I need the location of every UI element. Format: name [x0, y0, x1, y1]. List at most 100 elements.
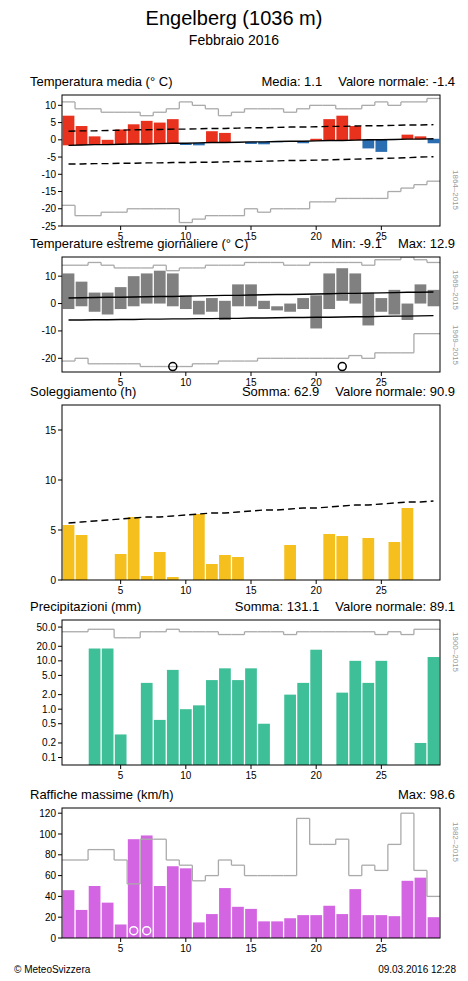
bar [389, 916, 401, 938]
bar [154, 552, 166, 580]
step-riser [127, 860, 128, 884]
y-tick-label: 5 [50, 525, 56, 536]
bar [193, 514, 205, 580]
range-bar [115, 287, 127, 309]
y-tick [58, 742, 62, 743]
step-line [310, 631, 323, 632]
y-tick [58, 896, 62, 897]
x-tick-label: 10 [180, 377, 192, 388]
panel-stat: Max: 98.6 [398, 787, 455, 802]
step-riser [166, 839, 167, 860]
x-tick [251, 372, 252, 376]
step-line [75, 215, 88, 216]
y-tick-label: -15 [42, 186, 57, 197]
y-tick-label: 0 [50, 134, 56, 145]
step-line [401, 813, 414, 814]
bar [336, 693, 348, 765]
step-line [336, 198, 349, 199]
y-tick-label: 0 [50, 575, 56, 586]
plot-frame [62, 95, 440, 226]
x-tick [251, 226, 252, 230]
step-riser [374, 865, 375, 870]
panel-stat: Valore normale: 90.9 [335, 384, 455, 399]
step-riser [179, 102, 180, 109]
step-riser [74, 205, 75, 215]
step-riser [413, 813, 414, 870]
panel-stat: Somma: 131.1 [235, 599, 320, 614]
marker [143, 927, 151, 935]
step-line [336, 358, 349, 359]
step-line [88, 262, 101, 263]
x-tick [120, 938, 121, 942]
step-line [310, 358, 323, 359]
step-line [427, 98, 440, 99]
x-tick [381, 938, 382, 942]
step-line [218, 360, 231, 361]
line [69, 125, 434, 132]
line [69, 316, 434, 320]
step-riser [87, 850, 88, 860]
y-tick-label: 0 [50, 298, 56, 309]
step-line [88, 108, 101, 109]
bar [141, 121, 153, 144]
step-line [258, 212, 271, 213]
step-line [153, 631, 166, 632]
x-tick [120, 226, 121, 230]
footer-left: © MeteoSvizzera [14, 964, 91, 975]
figure: Engelberg (1036 m)Febbraio 2016© MeteoSv… [0, 0, 468, 981]
x-tick-label: 10 [180, 585, 192, 596]
panel-stat: Min: -9.1 [331, 236, 382, 251]
step-line [166, 629, 179, 630]
step-line [284, 112, 297, 113]
bar [284, 918, 296, 938]
bar [310, 650, 322, 765]
bar [284, 695, 296, 765]
step-line [140, 366, 153, 367]
bar [232, 680, 244, 765]
step-line [179, 366, 192, 367]
step-line [297, 265, 310, 266]
step-line [166, 108, 179, 109]
step-line [323, 844, 336, 845]
bar [245, 909, 257, 938]
bar [271, 921, 283, 938]
step-line [244, 108, 257, 109]
step-line [218, 265, 231, 266]
y-tick-label: 5 [50, 117, 56, 128]
line [69, 139, 434, 146]
y-tick [58, 157, 62, 158]
range-bar [167, 273, 179, 306]
step-line [271, 358, 284, 359]
step-line [244, 875, 257, 876]
step-line [88, 849, 101, 850]
panel-title: Temperature estreme giornaliere (° C) [30, 236, 248, 251]
y-tick [58, 834, 62, 835]
y-tick-label: -5 [47, 152, 56, 163]
step-riser [413, 334, 414, 353]
step-line [323, 105, 336, 106]
step-line [310, 844, 323, 845]
y-tick-label: 120 [39, 808, 56, 819]
range-bar [415, 284, 427, 303]
x-tick [316, 580, 317, 584]
bar [141, 576, 153, 580]
step-line [401, 634, 414, 635]
step-riser [113, 629, 114, 638]
bar [115, 554, 127, 580]
bar [167, 866, 179, 938]
y-tick [58, 430, 62, 431]
step-line [375, 634, 388, 635]
step-line [258, 108, 271, 109]
plot-area [62, 629, 440, 765]
y-tick [58, 480, 62, 481]
step-line [231, 215, 244, 216]
step-riser [296, 818, 297, 875]
step-line [114, 112, 127, 113]
step-line [114, 267, 127, 268]
step-line [218, 859, 231, 860]
x-tick [381, 580, 382, 584]
bar [180, 868, 192, 938]
step-line [427, 262, 440, 263]
step-riser [387, 844, 388, 870]
range-bar [154, 271, 166, 304]
